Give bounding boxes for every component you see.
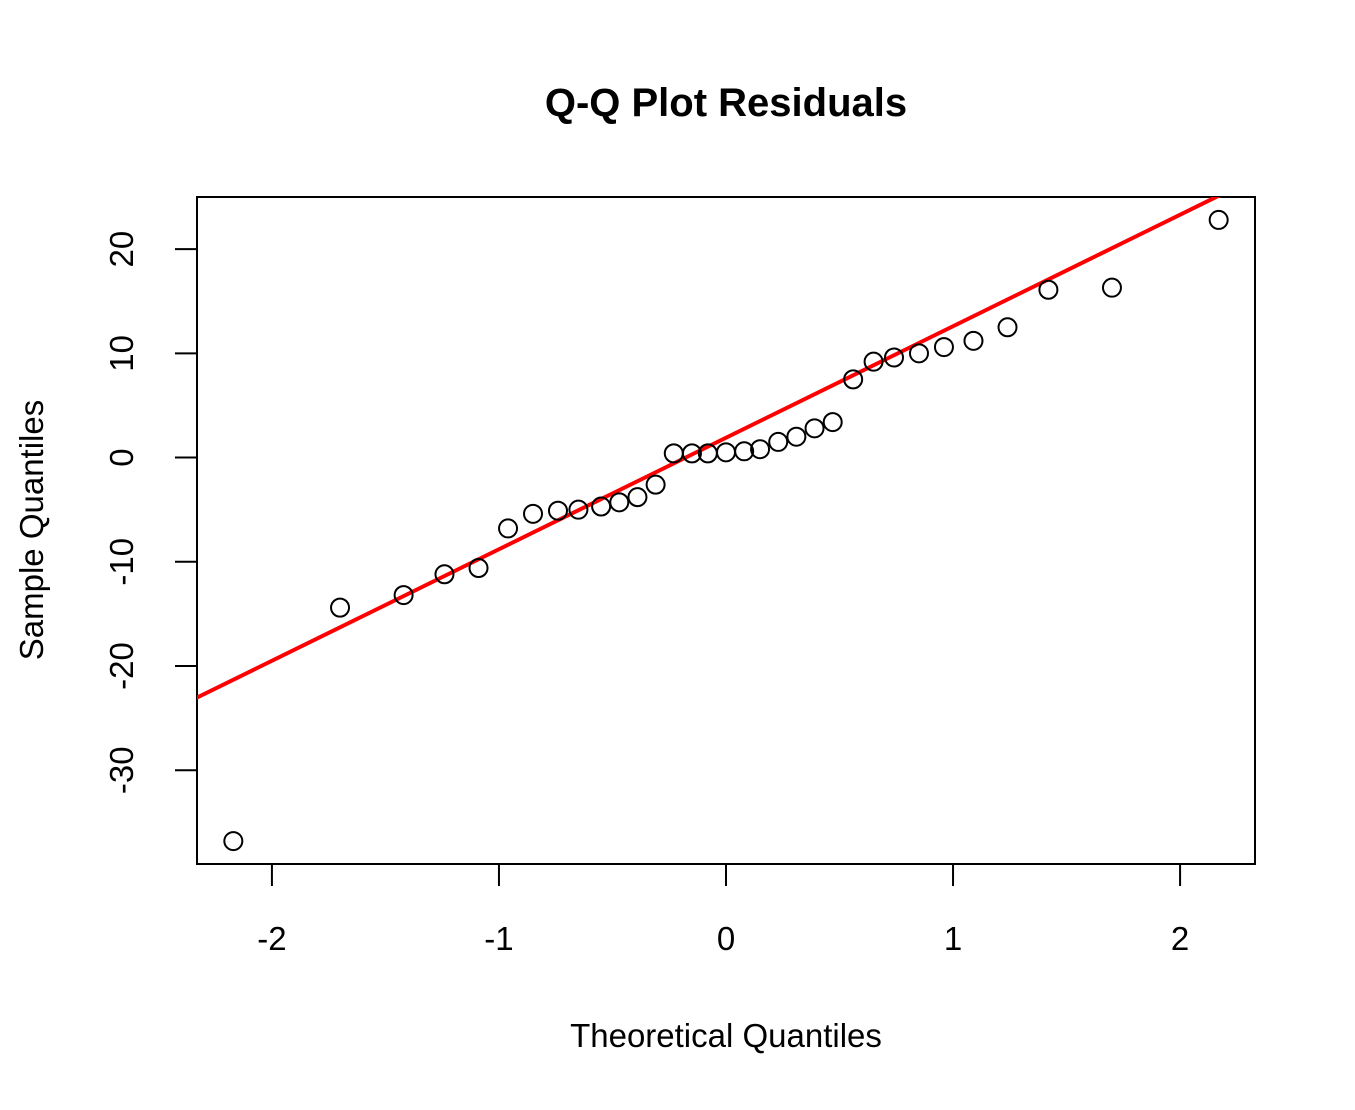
x-tick-label: 0 [717,920,735,957]
data-point [863,351,884,372]
chart-title: Q-Q Plot Residuals [545,81,907,125]
data-point [843,369,864,390]
y-tick-label: -30 [103,746,140,794]
data-point [523,503,544,524]
data-point [223,831,244,852]
data-point [884,347,905,368]
data-point [750,439,771,460]
data-point [997,317,1018,338]
data-point [1038,279,1059,300]
qq-reference-line [197,197,1221,700]
data-point [468,558,489,579]
data-point [681,443,702,464]
y-tick-label: 0 [103,448,140,466]
data-point [804,418,825,439]
x-tick-label: 1 [944,920,962,957]
x-tick-label: 2 [1171,920,1189,957]
x-axis-title: Theoretical Quantiles [570,1017,882,1054]
data-point [627,487,648,508]
data-point [393,585,414,606]
y-tick-label: -20 [103,642,140,690]
y-tick-label: 10 [103,335,140,372]
data-point [330,597,351,618]
data-point [1101,277,1122,298]
x-tick-label: -1 [484,920,513,957]
data-point [568,499,589,520]
data-point [645,474,666,495]
plot-frame [196,196,1256,865]
x-tick-label: -2 [257,920,286,957]
data-point [498,518,519,539]
data-point [822,412,843,433]
points-group [223,209,1229,852]
data-point [716,442,736,463]
reference-line-group [197,197,1221,700]
data-point [663,443,684,464]
x-axis: -2 -1 0 1 2 [257,863,1189,957]
data-point [786,426,807,447]
data-point [591,496,612,517]
data-point [434,564,455,585]
data-point [609,492,630,513]
data-point [963,330,984,351]
data-point [547,500,568,521]
data-point [908,343,929,364]
y-tick-label: -10 [103,538,140,586]
data-point [1208,209,1229,230]
data-point [734,441,755,462]
data-point [768,431,789,452]
y-axis-title: Sample Quantiles [13,400,50,660]
y-tick-label: 20 [103,231,140,268]
data-point [933,337,954,358]
y-axis: -30 -20 -10 0 10 20 [103,231,198,794]
